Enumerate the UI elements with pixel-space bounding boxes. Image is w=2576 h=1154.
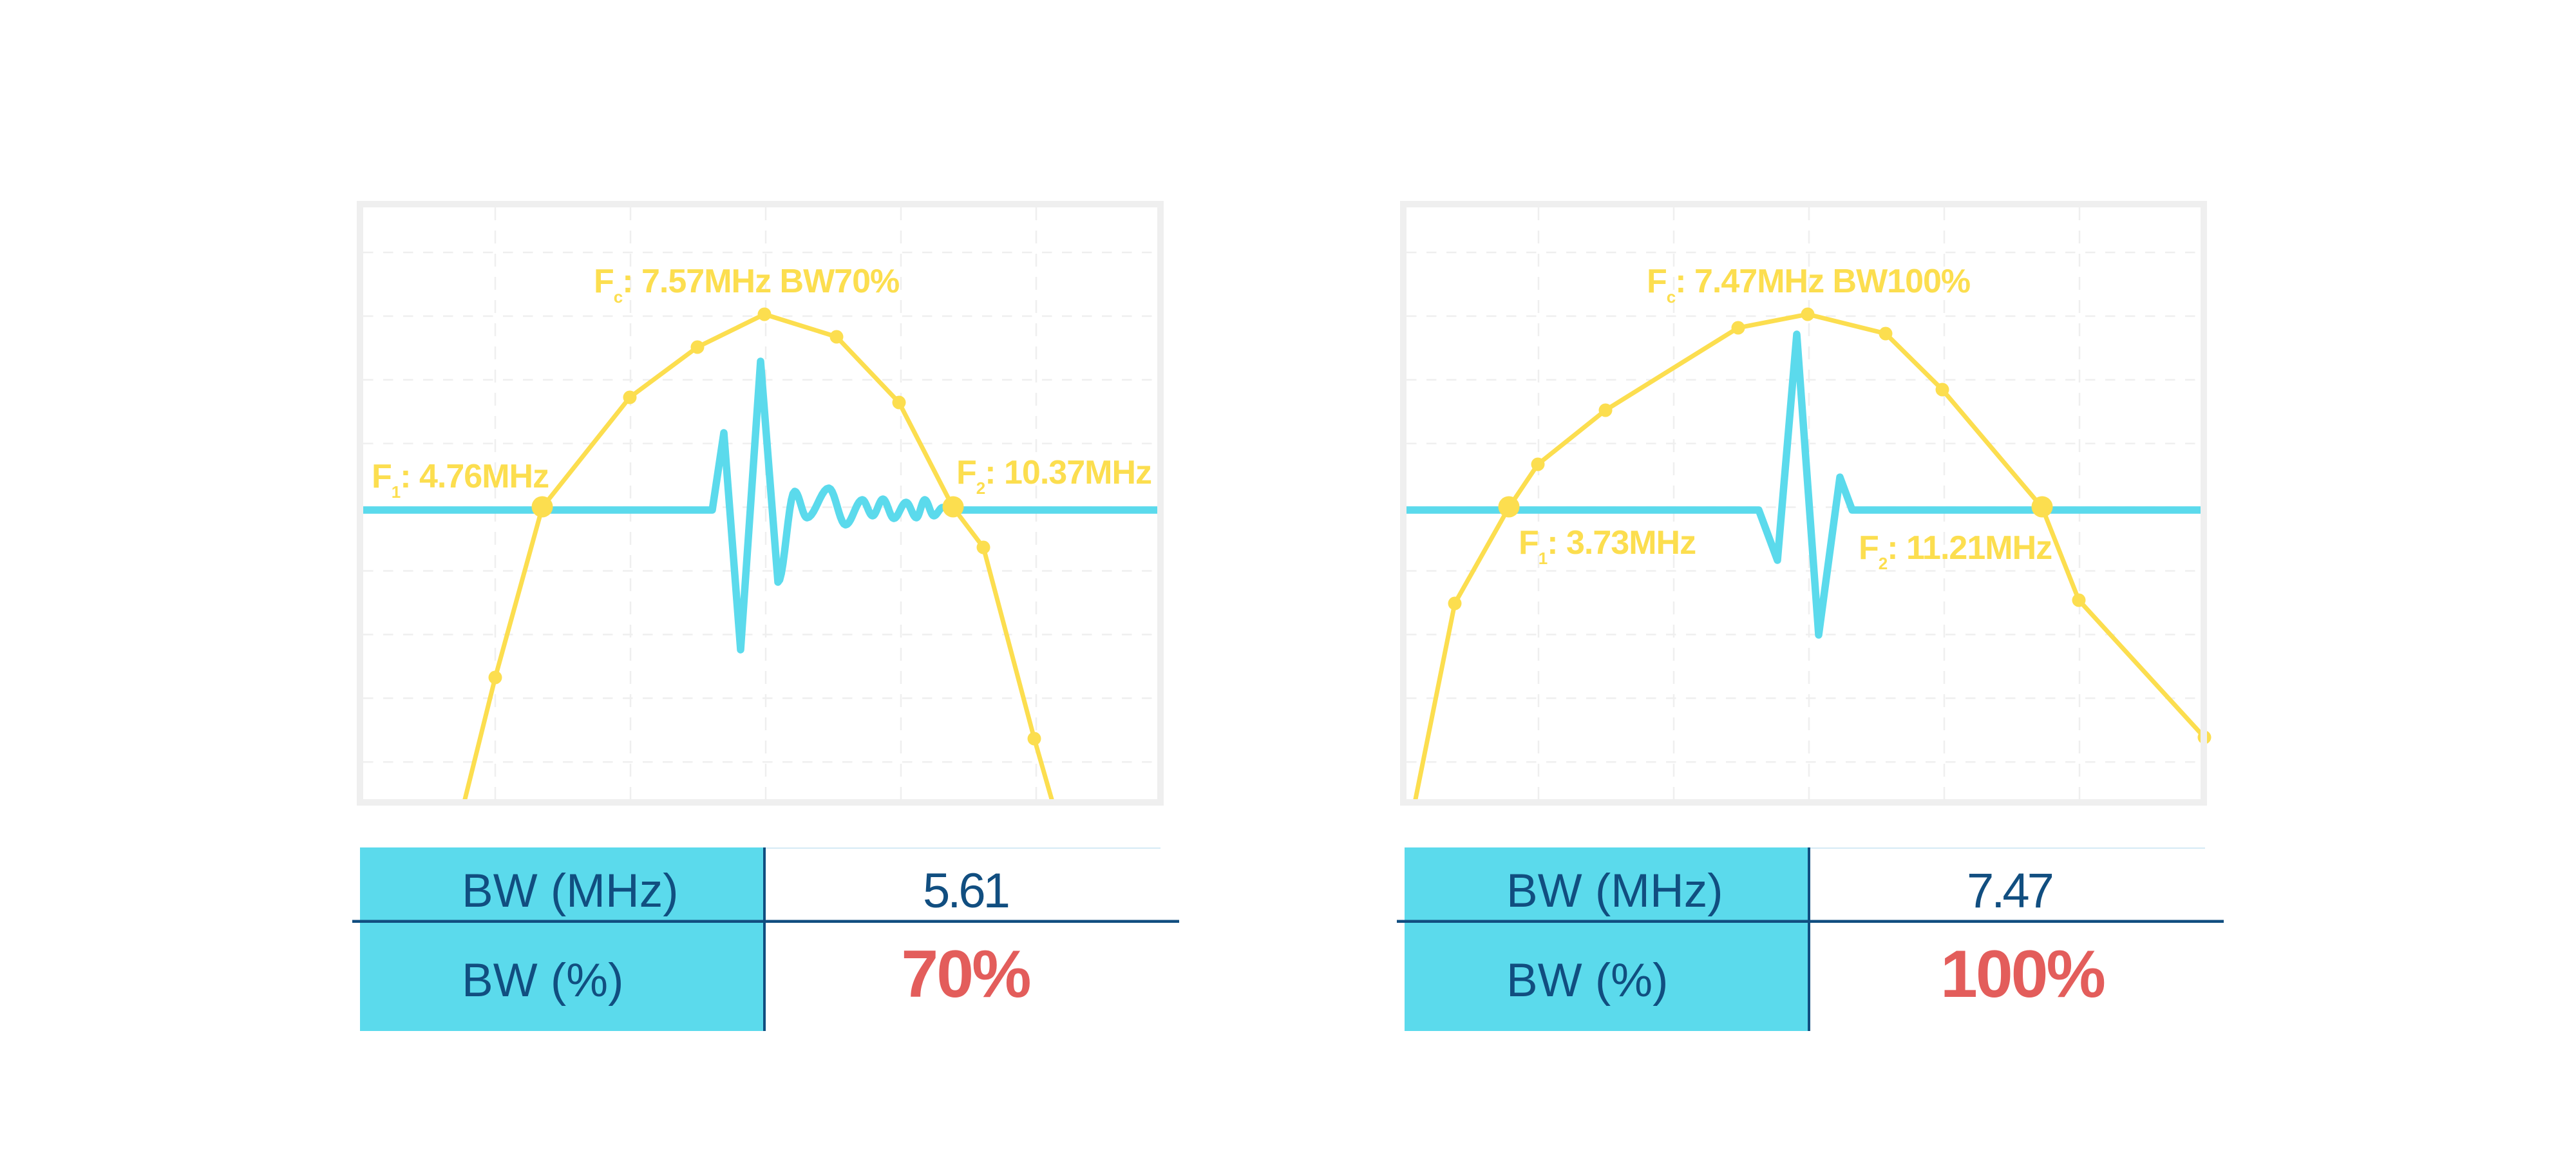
svg-text:F1: 3.73MHz: F1: 3.73MHz bbox=[1519, 524, 1696, 568]
svg-text:100%: 100% bbox=[1940, 937, 2105, 1012]
svg-text:F2: 11.21MHz: F2: 11.21MHz bbox=[1859, 529, 2052, 573]
svg-text:BW (MHz): BW (MHz) bbox=[1506, 865, 1723, 917]
svg-text:BW (%): BW (%) bbox=[1506, 954, 1668, 1007]
svg-text:7.47: 7.47 bbox=[1967, 864, 2052, 918]
svg-text:70%: 70% bbox=[901, 937, 1030, 1012]
svg-text:F1: 4.76MHz: F1: 4.76MHz bbox=[372, 458, 549, 502]
svg-text:Fc: 7.57MHz BW70%: Fc: 7.57MHz BW70% bbox=[594, 263, 899, 307]
svg-text:BW (%): BW (%) bbox=[462, 954, 623, 1007]
svg-text:BW (MHz): BW (MHz) bbox=[462, 865, 679, 917]
svg-text:F2: 10.37MHz: F2: 10.37MHz bbox=[956, 454, 1151, 498]
svg-text:Fc: 7.47MHz BW100%: Fc: 7.47MHz BW100% bbox=[1647, 263, 1970, 307]
svg-text:5.61: 5.61 bbox=[923, 864, 1009, 918]
